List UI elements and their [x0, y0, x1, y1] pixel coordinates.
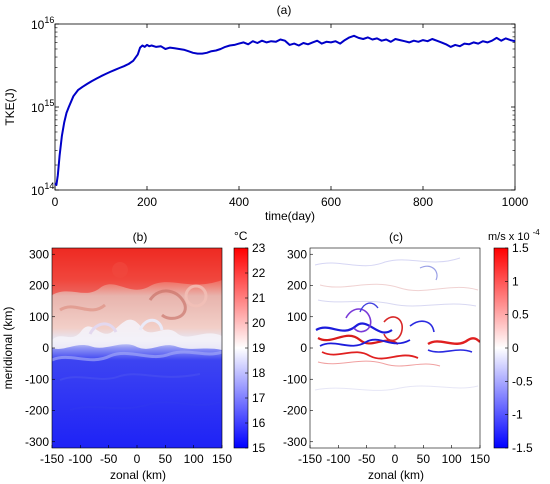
panel-x-tick-label: 50	[417, 452, 431, 466]
colorbar-tick-label: -1	[512, 408, 523, 422]
panel-y-tick-label: 300	[29, 247, 49, 261]
panel-a-x-ticks: 0 200 400 600 800 1000	[52, 24, 529, 209]
colorbar-tick-label: 0	[512, 341, 519, 355]
panel-c-x-ticks: -150 -100 -50 0 50 100 150	[298, 445, 490, 466]
panel-x-tick-label: 150	[470, 452, 490, 466]
panel-y-tick-label: -300	[283, 435, 307, 449]
temp-colorbar-ticks: 23 22 21 20 19 18 17 16 15	[245, 241, 266, 455]
panel-a-ylabel: TKE(J)	[3, 88, 17, 125]
colorbar-tick-label: 22	[252, 266, 266, 280]
vel-colorbar-ticks: 1.5 1 0.5 0 -0.5 -1 -1.5	[505, 241, 533, 455]
panel-x-tick-label: -150	[298, 452, 322, 466]
panel-a-y-tick-base: 10	[31, 184, 45, 198]
colorbar-tick-label: 17	[252, 391, 266, 405]
panel-y-tick-label: 0	[42, 341, 49, 355]
panel-a-y-tick-exp: 14	[44, 181, 54, 191]
colorbar-tick-label: 21	[252, 291, 266, 305]
panel-x-tick-label: -150	[40, 452, 64, 466]
panel-b-x-ticks: -150 -100 -50 0 50 100 150	[40, 445, 232, 466]
temperature-field	[52, 248, 222, 448]
vel-colorbar-unit: m/s x 10 -4	[488, 228, 540, 243]
panel-a-x-tick-label: 600	[321, 195, 341, 209]
vel-colorbar-unit-base: m/s x 10	[488, 231, 530, 243]
panel-a-y-tick-exp: 15	[44, 98, 54, 108]
panel-b: (b) -150 -100 -50 0 50 100 150 3002001000-100-…	[1, 229, 266, 482]
panel-y-tick-label: -200	[283, 404, 307, 418]
panel-x-tick-label: 100	[442, 452, 462, 466]
panel-b-title: (b)	[133, 230, 148, 244]
panel-a-y-tick-label: 1016	[31, 15, 54, 32]
colorbar-tick-label: 19	[252, 341, 266, 355]
panel-b-y-ticks: 300 200 100 0 -100 -200 -300	[25, 247, 55, 449]
panel-a-x-tick-label: 800	[413, 195, 433, 209]
panel-c-y-ticks: 300 200 100 0 -100 -200 -300	[283, 247, 313, 449]
panel-x-tick-label: 0	[392, 452, 399, 466]
panel-b-ylabel: meridional (km)	[1, 307, 15, 390]
panel-x-tick-label: 150	[212, 452, 232, 466]
panel-y-tick-label: 100	[29, 310, 49, 324]
panel-c: (c) -150 -100 -50 0 50 100 150 3002001000-100-…	[283, 228, 540, 482]
panel-y-tick-label: 300	[287, 247, 307, 261]
temp-colorbar-unit: °C	[234, 229, 248, 243]
colorbar-tick-label: 15	[252, 441, 266, 455]
panel-x-tick-label: -100	[68, 452, 92, 466]
panel-a-y-tick-label: 1014	[31, 181, 54, 198]
colorbar-tick-label: -0.5	[512, 374, 533, 388]
panel-a-y-tick-exp: 16	[44, 15, 54, 25]
panel-a-title: (a)	[277, 3, 292, 17]
panel-c-title: (c)	[389, 230, 403, 244]
panel-a-x-tick-label: 1000	[502, 195, 529, 209]
panel-c-xlabel: zonal (km)	[368, 468, 424, 482]
velocity-field	[310, 248, 480, 448]
panel-y-tick-label: -100	[25, 372, 49, 386]
panel-a-xlabel: time(day)	[265, 209, 315, 223]
panel-a-y-tick-label: 1015	[31, 98, 54, 115]
panel-a-x-tick-label: 0	[52, 195, 59, 209]
panel-y-tick-label: -300	[25, 435, 49, 449]
panel-a-y-tick-base: 10	[31, 101, 45, 115]
panel-x-tick-label: 0	[134, 452, 141, 466]
panel-y-tick-label: 100	[287, 310, 307, 324]
tke-series-line	[54, 34, 516, 186]
colorbar-tick-label: 23	[252, 241, 266, 255]
panel-y-tick-label: -200	[25, 404, 49, 418]
panel-x-tick-label: -50	[100, 452, 118, 466]
panel-a-axes-box	[54, 23, 516, 191]
panel-a-x-tick-label: 200	[137, 195, 157, 209]
colorbar-tick-label: 0.5	[512, 308, 529, 322]
panel-y-tick-label: 200	[287, 279, 307, 293]
vel-colorbar-unit-exp: -4	[533, 228, 541, 237]
panel-a-x-tick-label: 400	[229, 195, 249, 209]
panel-b-xlabel: zonal (km)	[110, 468, 166, 482]
colorbar-tick-label: 20	[252, 316, 266, 330]
colorbar-tick-label: -1.5	[512, 441, 533, 455]
panel-y-tick-label: 0	[300, 341, 307, 355]
colorbar-tick-label: 1.5	[512, 241, 529, 255]
colorbar-tick-label: 1	[512, 274, 519, 288]
panel-y-tick-label: 200	[29, 279, 49, 293]
panel-x-tick-label: -50	[358, 452, 376, 466]
colorbar-tick-label: 18	[252, 366, 266, 380]
colorbar-tick-label: 16	[252, 416, 266, 430]
panel-y-tick-label: -100	[283, 372, 307, 386]
panel-x-tick-label: -100	[326, 452, 350, 466]
panel-a-y-tick-base: 10	[31, 18, 45, 32]
panel-x-tick-label: 100	[184, 452, 204, 466]
panel-x-tick-label: 50	[159, 452, 173, 466]
